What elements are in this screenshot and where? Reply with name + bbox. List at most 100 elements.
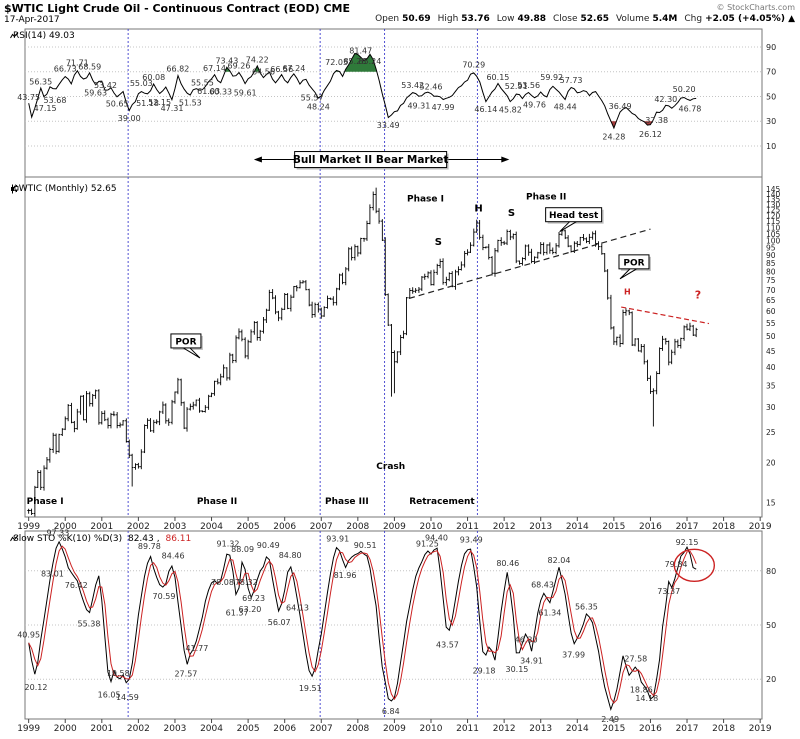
svg-text:2012: 2012 xyxy=(493,522,516,532)
svg-text:93.49: 93.49 xyxy=(460,535,483,544)
svg-text:84.46: 84.46 xyxy=(162,552,185,561)
svg-text:145: 145 xyxy=(766,185,781,194)
svg-text:90.51: 90.51 xyxy=(354,541,377,550)
svg-text:53.68: 53.68 xyxy=(44,96,67,105)
svg-text:26.12: 26.12 xyxy=(639,130,662,139)
svg-text:53.42: 53.42 xyxy=(94,81,117,90)
svg-text:68.43: 68.43 xyxy=(531,581,554,590)
svg-text:78.32: 78.32 xyxy=(235,578,258,587)
svg-text:80: 80 xyxy=(766,567,776,576)
svg-text:37.99: 37.99 xyxy=(562,651,585,660)
svg-text:60: 60 xyxy=(766,307,776,316)
svg-text:2009: 2009 xyxy=(383,522,406,532)
svg-text:115: 115 xyxy=(766,217,781,226)
svg-text:2006: 2006 xyxy=(273,724,296,734)
svg-text:56.07: 56.07 xyxy=(268,618,291,627)
svg-text:S: S xyxy=(508,208,515,219)
svg-text:37.38: 37.38 xyxy=(645,116,668,125)
svg-text:91.32: 91.32 xyxy=(217,539,240,548)
quote-label: Close xyxy=(552,14,578,24)
svg-text:135: 135 xyxy=(766,195,781,204)
svg-text:2000: 2000 xyxy=(54,522,77,532)
svg-text:60.08: 60.08 xyxy=(142,73,165,82)
svg-text:Phase II: Phase II xyxy=(526,193,566,203)
svg-text:Head test: Head test xyxy=(549,211,599,221)
svg-text:30: 30 xyxy=(766,403,776,412)
svg-text:POR: POR xyxy=(175,337,196,347)
sto-label-k-value: 82.43 xyxy=(127,534,154,544)
svg-text:2016: 2016 xyxy=(639,522,662,532)
svg-text:65: 65 xyxy=(766,296,776,305)
chart-date: 17-Apr-2017 xyxy=(4,15,60,25)
svg-text:2008: 2008 xyxy=(346,724,369,734)
svg-text:81.47: 81.47 xyxy=(349,46,372,55)
svg-text:51.18: 51.18 xyxy=(136,99,159,108)
svg-text:14.59: 14.59 xyxy=(116,693,139,702)
svg-text:68.59: 68.59 xyxy=(78,62,101,71)
svg-text:2003: 2003 xyxy=(164,724,187,734)
sto-value-labels: 40.95 20.12 83.01 97.33 76.42 55.38 16.05 19.58… xyxy=(17,528,698,723)
svg-text:Phase III: Phase III xyxy=(325,497,369,507)
svg-text:2006: 2006 xyxy=(273,522,296,532)
svg-text:30.15: 30.15 xyxy=(505,665,528,674)
svg-text:45.82: 45.82 xyxy=(499,106,522,115)
quote-label: Volume xyxy=(615,14,650,24)
svg-text:46.78: 46.78 xyxy=(678,104,701,113)
quote-value: 5.4M xyxy=(652,14,678,24)
svg-text:27.58: 27.58 xyxy=(624,655,647,664)
svg-text:59.92: 59.92 xyxy=(540,73,563,82)
svg-text:2012: 2012 xyxy=(493,724,516,734)
svg-text:45: 45 xyxy=(766,347,776,356)
svg-text:20: 20 xyxy=(766,675,776,684)
svg-text:2000: 2000 xyxy=(54,724,77,734)
quote-value: 49.88 xyxy=(517,14,546,24)
svg-text:43.57: 43.57 xyxy=(436,641,459,650)
svg-text:67.24: 67.24 xyxy=(282,64,305,73)
svg-text:2004: 2004 xyxy=(200,522,223,532)
svg-text:52.15: 52.15 xyxy=(148,98,171,107)
svg-text:2017: 2017 xyxy=(676,724,699,734)
svg-text:64.56: 64.56 xyxy=(252,67,275,76)
svg-text:2001: 2001 xyxy=(90,522,113,532)
svg-text:40.95: 40.95 xyxy=(17,630,40,639)
svg-text:70.29: 70.29 xyxy=(462,60,485,69)
svg-text:2002: 2002 xyxy=(127,724,150,734)
svg-text:56.35: 56.35 xyxy=(29,78,52,87)
svg-text:46.30: 46.30 xyxy=(515,636,538,645)
svg-text:2.49: 2.49 xyxy=(601,715,619,724)
svg-text:55: 55 xyxy=(766,319,776,328)
svg-text:78.08: 78.08 xyxy=(211,578,234,587)
svg-text:24.28: 24.28 xyxy=(602,132,625,141)
svg-text:61.37: 61.37 xyxy=(226,608,249,617)
svg-text:70.59: 70.59 xyxy=(153,592,176,601)
svg-text:80: 80 xyxy=(766,267,776,276)
svg-text:95: 95 xyxy=(766,244,776,253)
svg-text:2015: 2015 xyxy=(602,724,625,734)
svg-text:83.01: 83.01 xyxy=(41,569,64,578)
svg-text:H: H xyxy=(474,203,482,214)
svg-text:75: 75 xyxy=(766,276,776,285)
rsi-panel-label: RSI(14) 49.03 xyxy=(10,31,75,41)
svg-text:16.05: 16.05 xyxy=(98,690,121,699)
svg-text:2019: 2019 xyxy=(749,724,772,734)
svg-text:Bull Market II Bear Market: Bull Market II Bear Market xyxy=(293,154,449,166)
svg-text:20.12: 20.12 xyxy=(25,683,48,692)
sto-d-line xyxy=(28,545,697,704)
svg-text:2003: 2003 xyxy=(164,522,187,532)
svg-text:2010: 2010 xyxy=(420,724,443,734)
svg-text:19.58: 19.58 xyxy=(107,669,130,678)
svg-text:67.14: 67.14 xyxy=(203,64,226,73)
svg-text:2009: 2009 xyxy=(383,724,406,734)
svg-text:2010: 2010 xyxy=(420,522,443,532)
svg-text:2004: 2004 xyxy=(200,724,223,734)
svg-text:50.65: 50.65 xyxy=(106,100,129,109)
svg-text:59.63: 59.63 xyxy=(84,89,107,98)
resistance-trendline xyxy=(621,306,710,325)
svg-text:2019: 2019 xyxy=(749,522,772,532)
svg-text:70: 70 xyxy=(766,286,776,295)
svg-text:2011: 2011 xyxy=(456,724,479,734)
quote-label: Chg xyxy=(684,14,703,24)
svg-text:140: 140 xyxy=(766,190,781,199)
